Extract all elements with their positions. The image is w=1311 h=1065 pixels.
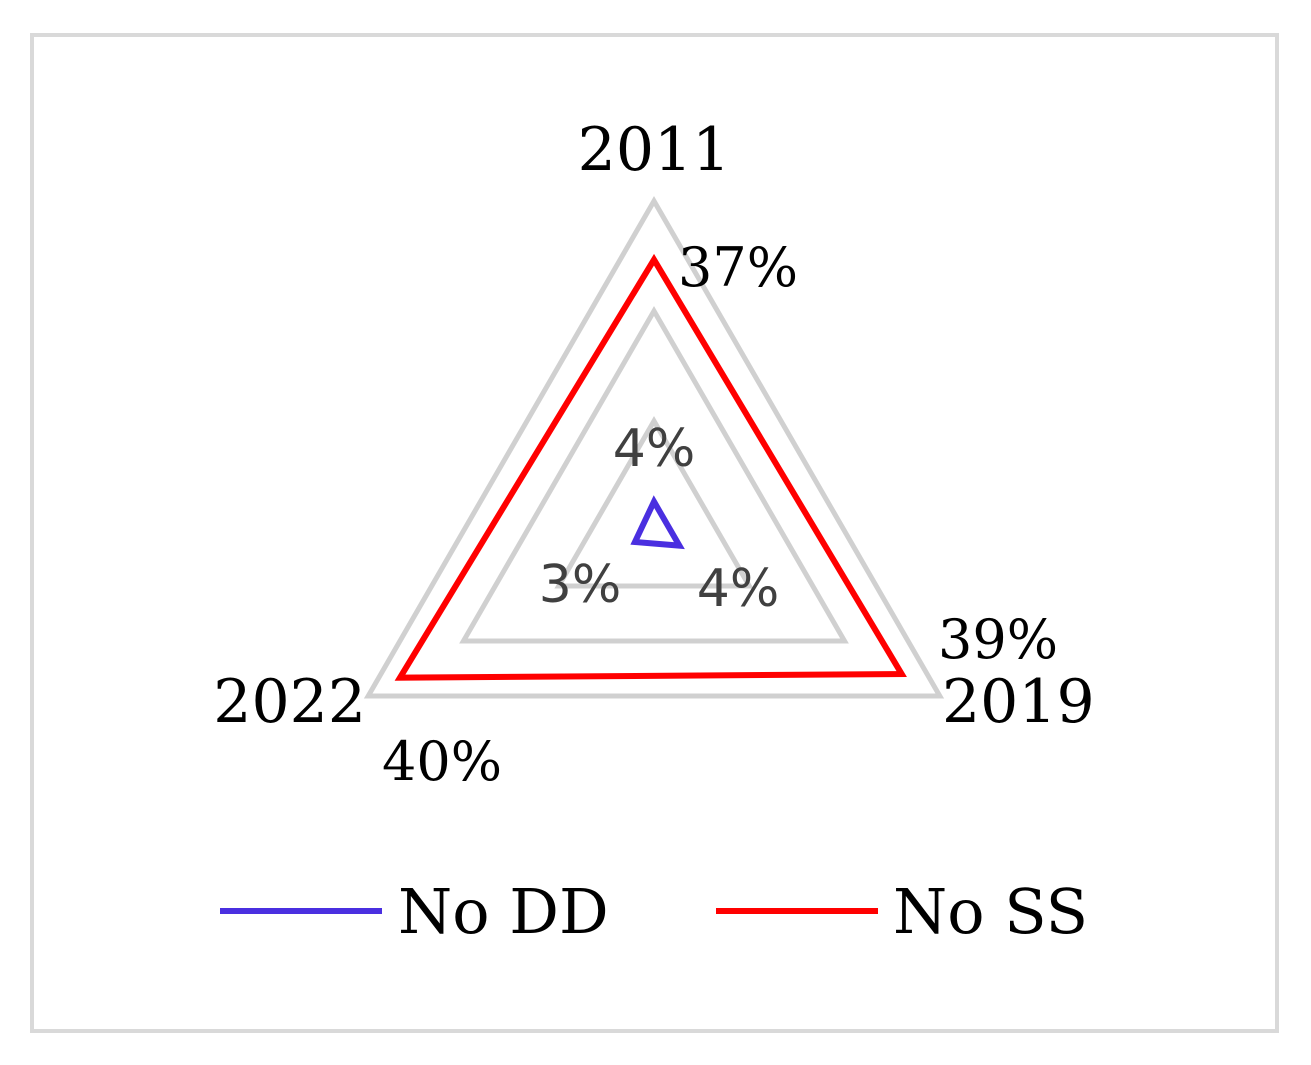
data-label-no-dd-2022: 3% [539, 555, 622, 615]
series-line-no-dd [630, 495, 685, 550]
legend-label-no-dd: No DD [398, 875, 609, 948]
data-label-no-dd-2019: 4% [697, 559, 780, 619]
radar-labels: 2011 2019 2022 37% 39% 40% 4% 4% 3% [213, 115, 1094, 793]
legend: No DD No SS [220, 875, 1088, 948]
axis-label-2011: 2011 [578, 115, 731, 185]
data-label-no-ss-2011: 37% [678, 236, 798, 299]
grid-ring-3 [554, 416, 754, 589]
series-line-no-ss [394, 253, 907, 681]
data-label-no-ss-2022: 40% [382, 730, 502, 793]
data-label-no-ss-2019: 39% [938, 608, 1058, 671]
legend-label-no-ss: No SS [893, 875, 1088, 948]
radar-series [394, 253, 907, 681]
axis-label-2022: 2022 [213, 667, 366, 737]
data-label-no-dd-2011: 4% [613, 419, 696, 479]
axis-label-2019: 2019 [942, 667, 1095, 737]
grid-ring-1 [363, 196, 945, 699]
radar-grid [363, 196, 945, 699]
grid-ring-2 [459, 305, 849, 644]
